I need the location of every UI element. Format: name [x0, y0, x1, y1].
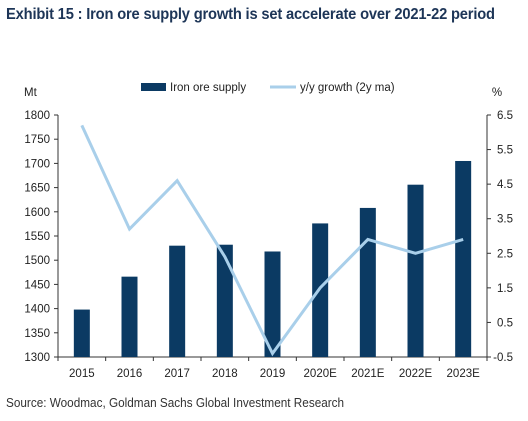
- right-tick-label: 5.5: [497, 145, 513, 157]
- left-tick-label: 1800: [24, 110, 50, 122]
- bar-2019: [264, 251, 281, 357]
- legend-label-line: y/y growth (2y ma): [300, 82, 395, 94]
- line-series: [80, 124, 464, 357]
- x-tick-label: 2016: [117, 368, 143, 380]
- bar-2023E: [455, 160, 472, 357]
- bar-2017: [169, 245, 186, 357]
- left-tick-label: 1700: [24, 158, 50, 170]
- right-tick-label: 3.5: [497, 214, 513, 226]
- bar-2022E: [407, 184, 424, 357]
- right-tick-label: 2.5: [497, 248, 513, 260]
- x-tick-label: 2018: [212, 368, 238, 380]
- x-tick-label: 2022E: [399, 368, 433, 380]
- page-title: Exhibit 15 : Iron ore supply growth is s…: [6, 6, 495, 23]
- left-tick-label: 1500: [24, 255, 50, 267]
- left-tick-label: 1750: [24, 134, 50, 146]
- bar-2018: [216, 244, 233, 357]
- x-tick-label: 2015: [69, 368, 95, 380]
- left-tick-label: 1650: [24, 183, 50, 195]
- source-note: Source: Woodmac, Goldman Sachs Global In…: [6, 396, 345, 410]
- legend-swatch-bar: [141, 83, 166, 91]
- right-tick-label: 1.5: [497, 283, 513, 295]
- left-tick-label: 1550: [24, 231, 50, 243]
- legend: Iron ore supply y/y growth (2y ma): [141, 82, 395, 94]
- bar-2016: [121, 276, 138, 357]
- y-axis-unit-label: Mt: [24, 87, 38, 99]
- left-tick-label: 1450: [24, 279, 50, 291]
- left-tick-label: 1350: [24, 328, 50, 340]
- x-tick-label: 2021E: [351, 368, 385, 380]
- x-tick-label: 2017: [164, 368, 190, 380]
- bar-series: [73, 160, 472, 357]
- x-tick-label: 2019: [260, 368, 286, 380]
- bar-2021E: [359, 207, 376, 357]
- legend-label-bar: Iron ore supply: [170, 82, 246, 94]
- left-tick-label: 1400: [24, 304, 50, 316]
- left-tick-label: 1300: [24, 352, 50, 364]
- right-tick-label: 6.5: [497, 110, 513, 122]
- bar-2015: [73, 309, 90, 357]
- x-tick-label: 2023E: [447, 368, 481, 380]
- right-tick-label: 0.5: [497, 317, 513, 329]
- left-tick-label: 1600: [24, 207, 50, 219]
- right-tick-label: -0.5: [493, 352, 513, 364]
- y2-axis-unit-label: %: [492, 87, 502, 99]
- right-tick-label: 4.5: [497, 179, 513, 191]
- x-tick-label: 2020E: [304, 368, 338, 380]
